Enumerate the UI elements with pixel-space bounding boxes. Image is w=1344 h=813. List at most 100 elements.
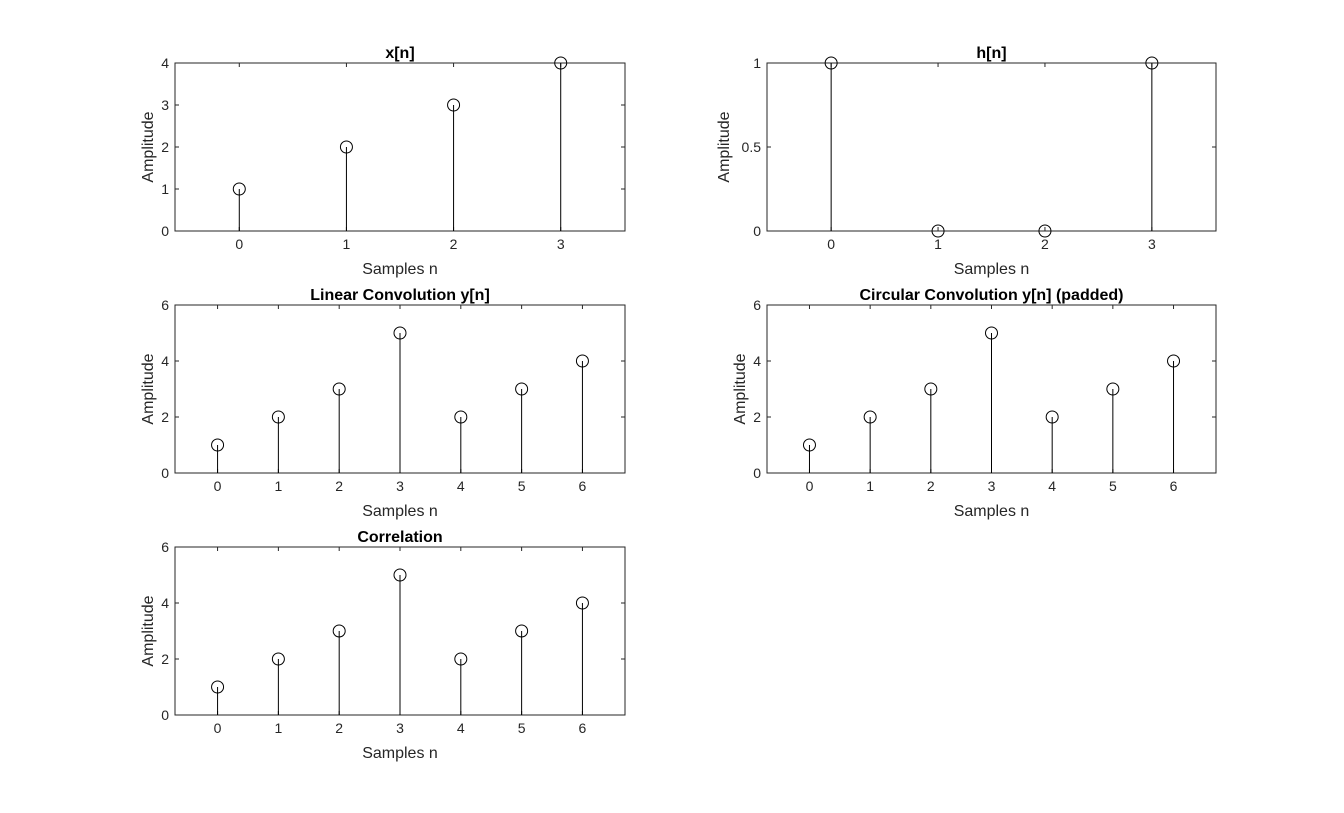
stem-marker <box>824 56 838 70</box>
x-tick-label: 1 <box>343 236 351 252</box>
x-tick-label: 5 <box>518 478 526 494</box>
y-tick-label: 3 <box>161 97 169 113</box>
stem-marker <box>211 680 225 694</box>
stem-marker <box>575 354 589 368</box>
x-axis-label: Samples n <box>954 503 1030 520</box>
stem-marker <box>332 382 346 396</box>
stem-marker <box>554 56 568 70</box>
x-tick-label: 2 <box>335 720 343 736</box>
axes-box <box>766 62 1217 232</box>
y-tick-label: 4 <box>161 55 169 71</box>
x-tick-label: 6 <box>579 478 587 494</box>
y-tick-label: 0 <box>753 223 761 239</box>
x-tick-label: 1 <box>934 236 942 252</box>
y-axis-label: Amplitude <box>140 595 157 666</box>
x-tick-label: 6 <box>579 720 587 736</box>
stem-marker <box>863 410 877 424</box>
subplot-title: Linear Convolution y[n] <box>310 287 490 304</box>
x-tick-label: 1 <box>274 478 282 494</box>
x-tick-label: 5 <box>1109 478 1117 494</box>
x-tick-label: 5 <box>518 720 526 736</box>
stem-marker <box>339 140 353 154</box>
y-tick-label: 1 <box>753 55 761 71</box>
x-tick-label: 3 <box>988 478 996 494</box>
y-tick-label: 0 <box>161 465 169 481</box>
y-tick-label: 4 <box>753 353 761 369</box>
stem-marker <box>924 382 938 396</box>
x-tick-label: 0 <box>214 478 222 494</box>
stem-marker <box>515 382 529 396</box>
x-tick-label: 2 <box>335 478 343 494</box>
subplot-title: Correlation <box>357 529 442 546</box>
stem-marker <box>802 438 816 452</box>
x-tick-label: 6 <box>1170 478 1178 494</box>
x-tick-label: 0 <box>214 720 222 736</box>
y-tick-label: 1 <box>161 181 169 197</box>
stem-marker <box>211 438 225 452</box>
stem-marker <box>454 410 468 424</box>
x-tick-label: 0 <box>806 478 814 494</box>
stem-marker <box>454 652 468 666</box>
y-tick-label: 0 <box>161 223 169 239</box>
y-tick-label: 2 <box>161 409 169 425</box>
x-tick-label: 0 <box>235 236 243 252</box>
stem-marker <box>332 624 346 638</box>
stem-marker <box>447 98 461 112</box>
x-tick-label: 2 <box>1041 236 1049 252</box>
x-axis-label: Samples n <box>362 503 438 520</box>
stem-marker <box>1145 56 1159 70</box>
x-tick-label: 3 <box>557 236 565 252</box>
y-tick-label: 4 <box>161 595 169 611</box>
stem-marker <box>515 624 529 638</box>
y-tick-label: 6 <box>753 297 761 313</box>
x-axis-label: Samples n <box>362 745 438 762</box>
y-tick-label: 4 <box>161 353 169 369</box>
x-tick-label: 4 <box>1048 478 1056 494</box>
subplot-title: h[n] <box>976 45 1006 62</box>
stem-marker <box>1038 224 1052 238</box>
x-tick-label: 2 <box>927 478 935 494</box>
y-tick-label: 6 <box>161 297 169 313</box>
y-axis-label: Amplitude <box>140 111 157 182</box>
stem-marker <box>232 182 246 196</box>
stem-marker <box>393 326 407 340</box>
y-tick-label: 2 <box>753 409 761 425</box>
subplot-title: Circular Convolution y[n] (padded) <box>860 287 1124 304</box>
subplot-3: 0 1 2 3 4 5 6 0 2 4 6 Circular Convolution y[n] (pa… <box>732 287 1217 520</box>
x-tick-label: 1 <box>274 720 282 736</box>
y-tick-label: 0 <box>161 707 169 723</box>
stem-marker <box>271 652 285 666</box>
y-axis-label: Amplitude <box>732 353 749 424</box>
stem-marker <box>1106 382 1120 396</box>
y-axis-label: Amplitude <box>716 111 733 182</box>
subplot-title: x[n] <box>385 45 414 62</box>
x-axis-label: Samples n <box>954 261 1030 278</box>
subplot-1: 0 1 2 3 0 0.5 1 h[n] Samples n Amplitude <box>716 45 1217 278</box>
x-tick-label: 3 <box>396 720 404 736</box>
x-tick-label: 3 <box>1148 236 1156 252</box>
stem-marker <box>931 224 945 238</box>
y-tick-label: 0 <box>753 465 761 481</box>
y-tick-label: 6 <box>161 539 169 555</box>
stem-marker <box>393 568 407 582</box>
subplot-2: 0 1 2 3 4 5 6 0 2 4 6 Linear Convolution y[n] Sample… <box>140 287 626 520</box>
x-tick-label: 4 <box>457 720 465 736</box>
x-tick-label: 1 <box>866 478 874 494</box>
x-tick-label: 0 <box>827 236 835 252</box>
stem-marker <box>1167 354 1181 368</box>
stem-marker <box>271 410 285 424</box>
subplot-0: 0 1 2 3 0 1 2 3 4 x[n] Samples n Amplitude <box>140 45 626 278</box>
y-tick-label: 2 <box>161 651 169 667</box>
x-tick-label: 3 <box>396 478 404 494</box>
stem-marker <box>575 596 589 610</box>
y-tick-label: 2 <box>161 139 169 155</box>
y-tick-label: 0.5 <box>742 139 762 155</box>
axes-box <box>174 62 626 232</box>
stem-marker <box>1045 410 1059 424</box>
x-axis-label: Samples n <box>362 261 438 278</box>
stem-marker <box>985 326 998 340</box>
x-tick-label: 2 <box>450 236 458 252</box>
subplot-4: 0 1 2 3 4 5 6 0 2 4 6 Correlation Samples n Amplitude <box>140 529 626 762</box>
